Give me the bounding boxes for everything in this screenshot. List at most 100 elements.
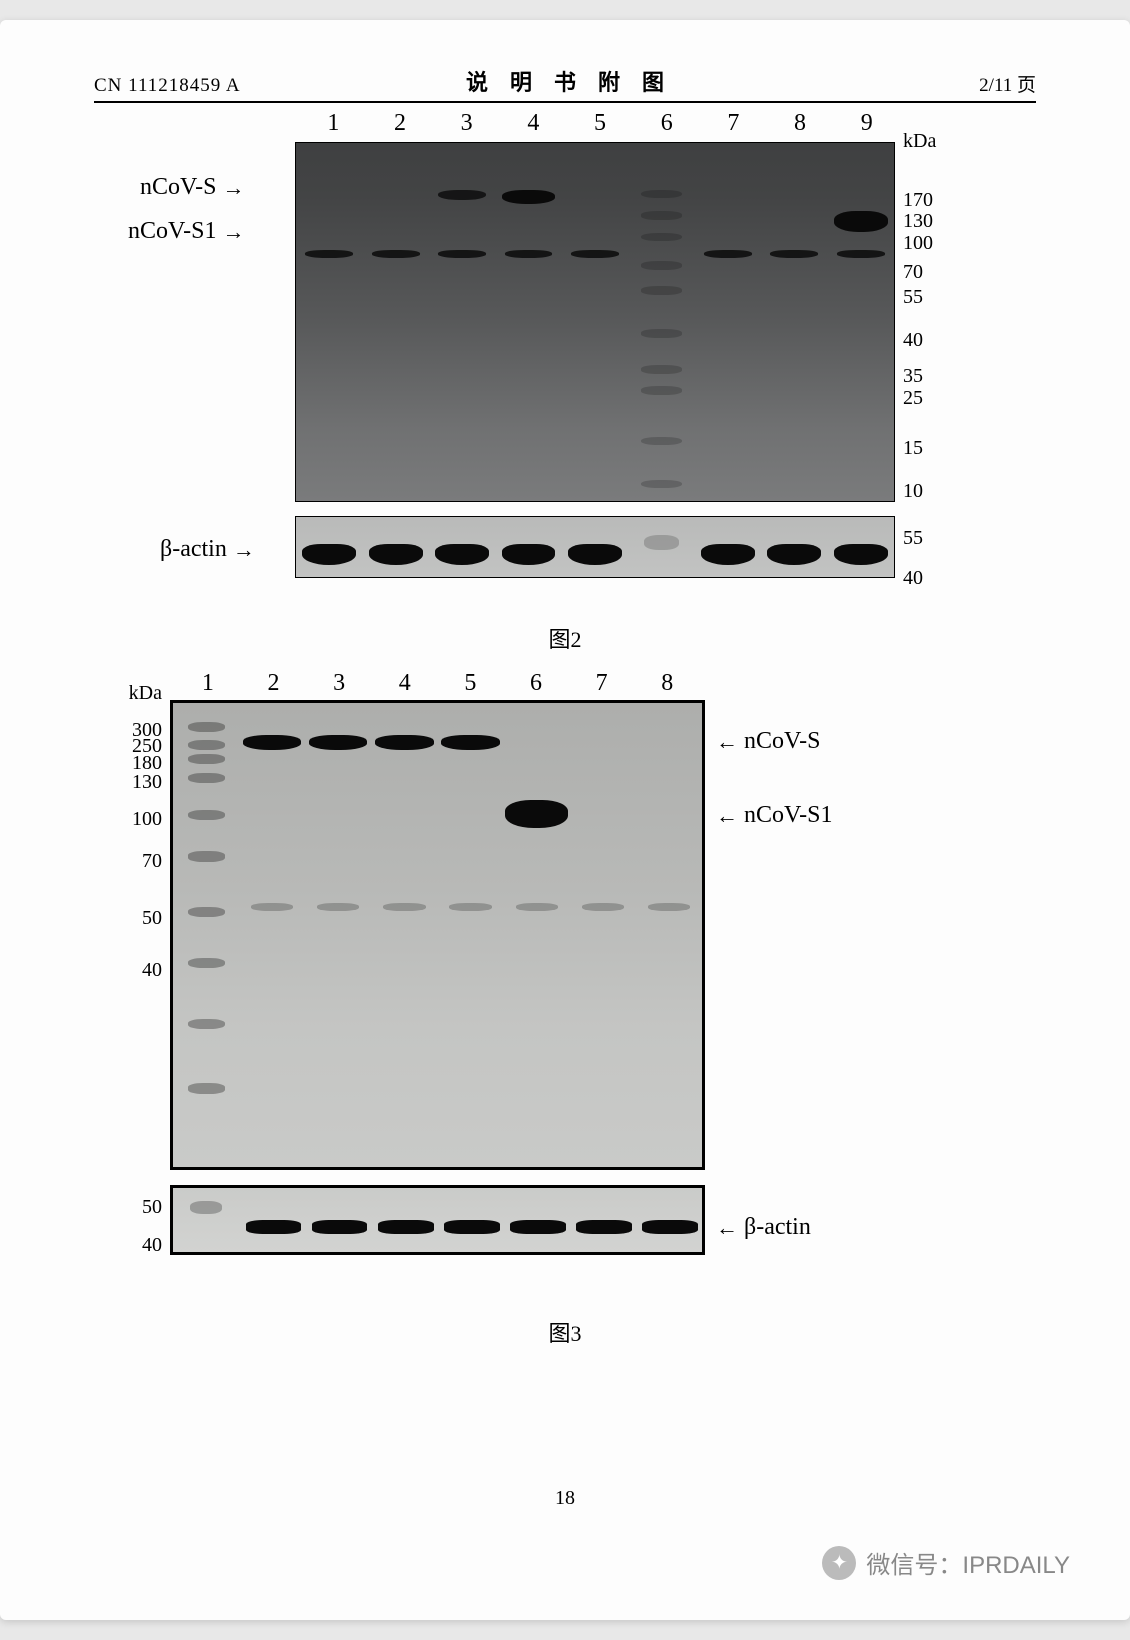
kda-marker: 40 bbox=[122, 1234, 162, 1257]
page-indicator: 2/11 页 bbox=[979, 70, 1036, 97]
lane-number: 8 bbox=[767, 110, 834, 137]
blot-band bbox=[642, 1220, 698, 1234]
blot-band-faint bbox=[582, 903, 624, 911]
kda-marker: 130 bbox=[903, 210, 933, 233]
ladder-band bbox=[641, 329, 683, 338]
fig2-lane-numbers: 123456789 bbox=[300, 110, 900, 137]
blot-band bbox=[834, 211, 888, 232]
label-text: nCoV-S1 bbox=[744, 802, 832, 829]
blot-band bbox=[302, 544, 356, 565]
fig2-kda-column: kDa 17013010070554035251510 bbox=[903, 130, 963, 502]
fig2-caption: 图2 bbox=[0, 622, 1130, 654]
lane-number: 5 bbox=[438, 670, 504, 697]
label-text: nCoV-S1 bbox=[128, 218, 216, 245]
kda-marker: 130 bbox=[122, 771, 162, 794]
kda-marker: 70 bbox=[903, 261, 923, 284]
blot-band bbox=[444, 1220, 500, 1234]
lane-number: 8 bbox=[634, 670, 700, 697]
blot-band bbox=[568, 544, 622, 565]
lane-number: 9 bbox=[833, 110, 900, 137]
arrow-left-icon: ← bbox=[716, 803, 738, 829]
kda-marker: 15 bbox=[903, 437, 923, 460]
kda-marker: 10 bbox=[903, 480, 923, 503]
ladder-band bbox=[188, 851, 225, 861]
fig3-label-beta-actin: ← β-actin bbox=[716, 1214, 811, 1241]
blot-band bbox=[309, 735, 367, 750]
fig2-label-beta-actin: β-actin → bbox=[160, 536, 255, 563]
blot-band bbox=[438, 250, 486, 258]
blot-band-faint bbox=[449, 903, 491, 911]
blot-band bbox=[243, 735, 301, 750]
watermark: ✦ 微信号：IPRDAILY bbox=[822, 1545, 1070, 1580]
ladder-band bbox=[188, 722, 225, 732]
arrow-right-icon: → bbox=[222, 219, 244, 245]
kda-marker: 35 bbox=[903, 365, 923, 388]
ladder-band bbox=[641, 261, 683, 270]
lane-number: 7 bbox=[569, 670, 635, 697]
blot-band-faint bbox=[383, 903, 425, 911]
ladder-band bbox=[641, 386, 683, 395]
ladder-band bbox=[188, 740, 225, 750]
arrow-right-icon: → bbox=[222, 175, 244, 201]
blot-band bbox=[571, 250, 619, 258]
blot-band bbox=[375, 735, 433, 750]
patent-page: CN 111218459 A 说明书附图 2/11 页 123456789 nC… bbox=[0, 20, 1130, 1620]
lane-number: 3 bbox=[306, 670, 372, 697]
label-text: nCoV-S bbox=[744, 728, 820, 755]
blot-band bbox=[834, 544, 888, 565]
fig2-actin-blot bbox=[295, 516, 895, 578]
ladder-band bbox=[188, 754, 225, 764]
figure-3: 12345678 kDa 300250180130100705040 ← nCo… bbox=[100, 670, 1040, 1290]
fig3-caption: 图3 bbox=[0, 1316, 1130, 1348]
kda-marker: 40 bbox=[903, 329, 923, 352]
kda-marker: 170 bbox=[903, 189, 933, 212]
figure-2: 123456789 nCoV-S → nCoV-S1 → β-actin → k… bbox=[120, 110, 1040, 600]
blot-band bbox=[502, 190, 556, 204]
fig3-label-ncov-s: ← nCoV-S bbox=[716, 728, 820, 755]
blot-band bbox=[372, 250, 420, 258]
label-text: β-actin bbox=[744, 1214, 811, 1241]
label-text: nCoV-S bbox=[140, 174, 216, 201]
lane-number: 4 bbox=[500, 110, 567, 137]
blot-band bbox=[701, 544, 755, 565]
lane-number: 7 bbox=[700, 110, 767, 137]
ladder-band bbox=[188, 773, 225, 783]
kda-marker: 55 bbox=[903, 527, 923, 550]
ladder-band bbox=[188, 907, 225, 917]
blot-band bbox=[312, 1220, 368, 1234]
fig3-kda-column: kDa 300250180130100705040 bbox=[122, 682, 166, 1170]
kda-marker: 40 bbox=[903, 567, 923, 590]
fig2-actin-kda: 5540 bbox=[903, 516, 963, 578]
kda-marker: 55 bbox=[903, 286, 923, 309]
arrow-right-icon: → bbox=[233, 537, 255, 563]
blot-band bbox=[510, 1220, 566, 1234]
blot-band bbox=[246, 1220, 302, 1234]
kda-marker: 40 bbox=[122, 959, 162, 982]
arrow-left-icon: ← bbox=[716, 1215, 738, 1241]
ladder-band bbox=[188, 1083, 225, 1093]
blot-band bbox=[369, 544, 423, 565]
fig2-main-blot bbox=[295, 142, 895, 502]
lane-number: 1 bbox=[300, 110, 367, 137]
lane-number: 5 bbox=[567, 110, 634, 137]
blot-band bbox=[438, 190, 486, 201]
ladder-band bbox=[190, 1201, 222, 1214]
ladder-band bbox=[641, 211, 683, 220]
ladder-band bbox=[641, 190, 683, 199]
lane-number: 1 bbox=[175, 670, 241, 697]
lane-number: 3 bbox=[433, 110, 500, 137]
blot-band bbox=[837, 250, 885, 258]
section-title: 说明书附图 bbox=[466, 65, 686, 97]
ladder-band bbox=[188, 1019, 225, 1029]
page-header: CN 111218459 A 说明书附图 2/11 页 bbox=[94, 73, 1036, 103]
lane-number: 4 bbox=[372, 670, 438, 697]
arrow-left-icon: ← bbox=[716, 729, 738, 755]
blot-band bbox=[305, 250, 353, 258]
kda-marker: 70 bbox=[122, 850, 162, 873]
kda-marker: 50 bbox=[122, 907, 162, 930]
fig3-main-blot bbox=[170, 700, 705, 1170]
fig3-lane-numbers: 12345678 bbox=[175, 670, 700, 697]
lane-number: 6 bbox=[633, 110, 700, 137]
kda-marker: 100 bbox=[122, 808, 162, 831]
blot-band bbox=[505, 250, 553, 258]
